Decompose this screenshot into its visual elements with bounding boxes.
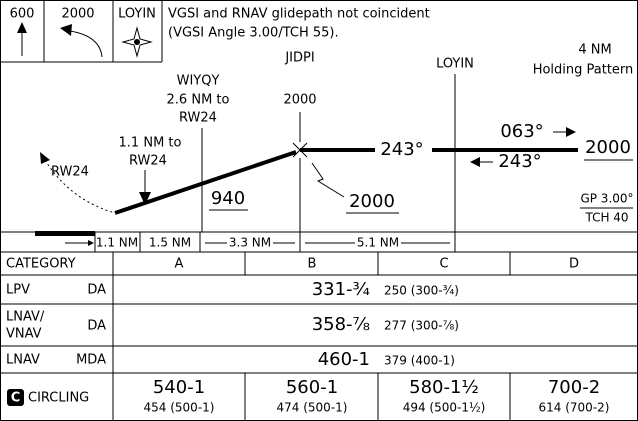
- fix-label: RW24: [129, 154, 167, 169]
- column-header: C: [439, 257, 448, 272]
- arrowhead: [60, 24, 72, 36]
- distance: 3.3 NM: [229, 236, 271, 250]
- minimum-detail: 494 (500-1½): [403, 401, 486, 415]
- fix-altitude: 2000: [283, 93, 316, 108]
- glidepath-label: GP 3.00°: [580, 192, 633, 206]
- icon-label: 2000: [61, 7, 94, 22]
- row-label: LNAV/: [6, 310, 45, 325]
- waypoint-symbol: [121, 26, 153, 58]
- holding-label: 4 NM: [578, 43, 611, 58]
- distance: 5.1 NM: [357, 236, 399, 250]
- row-label: MDA: [76, 353, 106, 368]
- runway: [35, 231, 95, 236]
- row-label: LPV: [6, 283, 30, 298]
- glidepath: [114, 150, 297, 215]
- runway-label: RW24: [51, 165, 89, 180]
- distance: 1.1 NM: [96, 236, 138, 250]
- minimum: 540-1: [153, 377, 205, 398]
- fix-label: RW24: [179, 111, 217, 126]
- lightning-bolt: [311, 162, 345, 198]
- note: (VGSI Angle 3.00/TCH 55).: [168, 26, 339, 41]
- distance: 1.5 NM: [149, 236, 191, 250]
- arrowhead: [470, 157, 480, 167]
- minimum: 331-¾: [312, 279, 370, 300]
- minimum-detail: 614 (700-2): [539, 401, 610, 415]
- arrowhead: [40, 152, 50, 164]
- icon-label: 600: [10, 7, 35, 22]
- minimum: 580-1½: [409, 377, 479, 398]
- segment-altitude: 940: [211, 188, 245, 209]
- column-header: B: [308, 257, 317, 272]
- minimum-detail: 379 (400-1): [384, 354, 455, 368]
- holding-altitude: 2000: [585, 137, 631, 158]
- minimum: 460-1: [318, 349, 370, 370]
- fix-label: LOYIN: [436, 57, 474, 72]
- minimum: 560-1: [286, 377, 338, 398]
- minimum: 358-⅞: [312, 314, 370, 335]
- column-header: CATEGORY: [6, 257, 76, 272]
- fix-label: WIYQY: [177, 74, 220, 89]
- waypoint-dot: [134, 39, 140, 45]
- course: 243°: [380, 139, 423, 160]
- glidepath-label: TCH 40: [584, 211, 628, 225]
- holding-label: Holding Pattern: [533, 63, 634, 78]
- arrowhead: [17, 22, 27, 33]
- circling-icon: [7, 389, 24, 406]
- fix-label: 1.1 NM to: [119, 136, 182, 151]
- minimum-detail: 277 (300-⅞): [384, 319, 459, 333]
- fix-label: 2.6 NM to: [167, 93, 230, 108]
- minimum-detail: 454 (500-1): [144, 401, 215, 415]
- column-header: D: [569, 257, 579, 272]
- arrowhead: [566, 127, 576, 137]
- fix-altitude: 2000: [349, 191, 395, 212]
- note: VGSI and RNAV glidepath not coincident: [168, 7, 430, 22]
- turn-arrow: [69, 30, 103, 58]
- icon-label: LOYIN: [118, 7, 156, 22]
- row-label: CIRCLING: [28, 391, 89, 406]
- fix-cross: [292, 142, 308, 158]
- arrowhead: [88, 240, 94, 246]
- column-header: A: [175, 257, 184, 272]
- row-label: DA: [87, 319, 106, 334]
- minimum-detail: 250 (300-¾): [384, 284, 459, 298]
- minimum-detail: 474 (500-1): [277, 401, 348, 415]
- missed-approach: [44, 159, 116, 214]
- row-label: VNAV: [6, 327, 42, 342]
- circling-icon-letter: C: [11, 391, 21, 406]
- row-label: LNAV: [6, 353, 40, 368]
- minimum: 700-2: [548, 377, 600, 398]
- fix-label: JIDPI: [284, 51, 314, 66]
- arrowhead: [139, 192, 151, 205]
- holding-course: 243°: [498, 151, 541, 172]
- row-label: DA: [87, 283, 106, 298]
- holding-course: 063°: [500, 121, 543, 142]
